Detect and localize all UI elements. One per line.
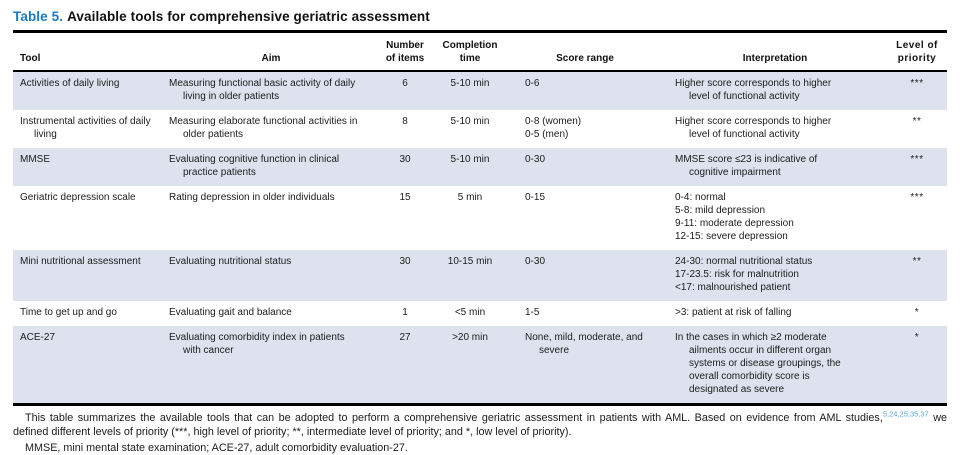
abbreviations-note: MMSE, mini mental state examination; ACE… [25,441,408,454]
table-row-mna: Mini nutritional assessment Evaluating n… [13,250,947,301]
col-header-completion-time: Completion time [433,31,507,72]
cell-completion-time: <5 min [454,307,486,318]
table-title: Table 5. Available tools for comprehensiv… [13,9,947,24]
cell-tool: ACE-27 [20,332,56,343]
cell-completion-time: 5-10 min [450,78,490,89]
col-header-tool: Tool [13,31,165,72]
cell-score-range: None, mild, moderate, and severe [525,332,643,356]
table-number: Table 5. [13,9,64,24]
table-row-tgug: Time to get up and go Evaluating gait an… [13,301,947,326]
cell-interpretation: Higher score corresponds to higher level… [675,78,832,102]
cell-number-items: 6 [402,78,408,89]
cell-tool: Instrumental activities of daily living [20,116,151,140]
cell-tool: MMSE [20,154,50,165]
cell-score-range: 0-30 [525,154,546,165]
header-row: Tool Aim Number of items Completion time… [13,31,947,72]
cell-aim: Evaluating nutritional status [169,256,292,267]
cell-score-range: 0-6 [525,78,540,89]
cell-number-items: 30 [399,154,411,165]
cell-tool: Time to get up and go [20,307,117,318]
cell-aim: Evaluating comorbidity index in patients… [169,332,345,356]
cell-priority: *** [910,78,924,89]
col-header-level-priority: Level of priority [887,31,947,72]
cell-priority: *** [910,154,924,165]
cell-interpretation: 24-30: normal nutritional status 17-23.5… [675,256,813,293]
cell-interpretation: MMSE score ≤23 is indicative of cognitiv… [675,154,818,178]
cell-aim: Evaluating cognitive function in clinica… [169,154,340,178]
cell-priority: ** [912,116,922,127]
cell-priority: ** [912,256,922,267]
cell-aim: Evaluating gait and balance [169,307,292,318]
cell-priority: *** [910,192,924,203]
table-row-iadl: Instrumental activities of daily living … [13,110,947,148]
geriatric-assessment-table: Tool Aim Number of items Completion time… [13,30,947,406]
cell-number-items: 27 [399,332,411,343]
note-text-before-citation: This table summarizes the available tool… [25,412,883,424]
cell-score-range: 1-5 [525,307,540,318]
cell-interpretation: In the cases in which ≥2 moderate ailmen… [675,332,841,395]
table-row-gds: Geriatric depression scale Rating depres… [13,186,947,250]
col-header-score-range: Score range [507,31,663,72]
citation-reference-link[interactable]: 5,24,25,35,37 [882,409,929,419]
cell-score-range: 0-30 [525,256,546,267]
cell-aim: Measuring elaborate functional activitie… [169,116,358,140]
cell-interpretation: 0-4: normal 5-8: mild depression 9-11: m… [675,192,794,242]
table-row-mmse: MMSE Evaluating cognitive function in cl… [13,148,947,186]
table-caption: Available tools for comprehensive geriat… [67,9,430,24]
cell-tool: Activities of daily living [20,78,120,89]
col-header-number-items: Number of items [377,31,433,72]
table-summary-note: This table summarizes the available tool… [13,409,948,440]
table-footnotes: This table summarizes the available tool… [13,409,948,455]
table-row-adl: Activities of daily living Measuring fun… [13,71,947,110]
cell-interpretation: >3: patient at risk of falling [675,307,792,318]
cell-score-range: 0-15 [525,192,546,203]
cell-priority: * [914,332,920,343]
cell-score-range: 0-8 (women) 0-5 (men) [525,116,582,140]
cell-tool: Geriatric depression scale [20,192,136,203]
col-header-interpretation: Interpretation [663,31,887,72]
cell-aim: Measuring functional basic activity of d… [169,78,356,102]
cell-number-items: 30 [399,256,411,267]
cell-number-items: 8 [402,116,408,127]
note-text-after-citation: we defined different levels of priority … [13,412,948,439]
cell-completion-time: >20 min [452,332,488,343]
cell-interpretation: Higher score corresponds to higher level… [675,116,832,140]
cell-completion-time: 5-10 min [450,116,490,127]
cell-number-items: 1 [402,307,408,318]
cell-completion-time: 5-10 min [450,154,490,165]
table-row-ace27: ACE-27 Evaluating comorbidity index in p… [13,326,947,405]
col-header-aim: Aim [165,31,377,72]
cell-priority: * [914,307,920,318]
cell-tool: Mini nutritional assessment [20,256,141,267]
cell-completion-time: 10-15 min [447,256,493,267]
cell-aim: Rating depression in older individuals [169,192,335,203]
cell-number-items: 15 [399,192,411,203]
cell-completion-time: 5 min [457,192,483,203]
